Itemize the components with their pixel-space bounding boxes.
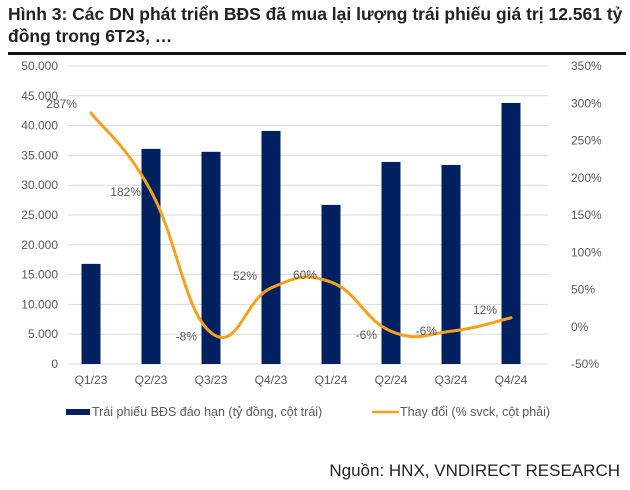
y-right-tick: 200% xyxy=(571,171,602,185)
legend-bar-label: Trái phiếu BĐS đáo hạn (tỷ đồng, cột trá… xyxy=(92,405,322,419)
y-right-tick: 0% xyxy=(571,320,589,334)
y-right-tick: 300% xyxy=(571,96,602,110)
y-right-tick: 250% xyxy=(571,134,602,148)
y-right-tick: 350% xyxy=(571,59,602,73)
bar-Q4-23 xyxy=(261,130,281,364)
x-tick: Q2/23 xyxy=(135,373,168,387)
x-tick: Q4/23 xyxy=(255,373,288,387)
title-divider xyxy=(8,52,626,55)
y-left-tick: 25.000 xyxy=(21,208,58,222)
y-left-tick: 20.000 xyxy=(21,238,58,252)
x-tick: Q2/24 xyxy=(375,373,408,387)
bar-Q3-24 xyxy=(441,164,461,364)
x-tick: Q3/24 xyxy=(435,373,468,387)
line-data-label: -6% xyxy=(356,328,378,342)
line-data-label: 60% xyxy=(293,268,317,282)
y-right-tick: 100% xyxy=(571,245,602,259)
bar-Q2-24 xyxy=(381,161,401,364)
x-tick: Q4/24 xyxy=(495,373,528,387)
y-left-tick: 40.000 xyxy=(21,119,58,133)
y-left-tick: 50.000 xyxy=(21,59,58,73)
x-tick: Q1/24 xyxy=(315,373,348,387)
bar-Q1-24 xyxy=(321,204,341,364)
x-tick: Q1/23 xyxy=(75,373,108,387)
y-right-tick: -50% xyxy=(571,357,599,371)
x-tick: Q3/23 xyxy=(195,373,228,387)
y-right-tick: 150% xyxy=(571,208,602,222)
y-left-tick: 35.000 xyxy=(21,148,58,162)
legend-line-label: Thay đổi (% svck, cột phải) xyxy=(400,405,550,419)
line-data-label: -6% xyxy=(416,324,438,338)
y-right-tick: 50% xyxy=(571,283,595,297)
source-note: Nguồn: HNX, VNDIRECT RESEARCH xyxy=(329,461,620,480)
chart-title: Hình 3: Các DN phát triển BĐS đã mua lại… xyxy=(8,4,623,46)
line-data-label: 287% xyxy=(46,97,77,111)
y-left-tick: 45.000 xyxy=(21,89,58,103)
y-left-tick: 0 xyxy=(51,357,58,371)
y-left-tick: 10.000 xyxy=(21,297,58,311)
bar-Q1-23 xyxy=(81,263,101,364)
y-left-tick: 30.000 xyxy=(21,178,58,192)
change-line xyxy=(89,111,513,339)
line-data-label: -8% xyxy=(176,330,198,344)
line-data-label: 182% xyxy=(110,185,141,199)
bar-Q4-24 xyxy=(501,102,521,365)
bar-Q3-23 xyxy=(201,151,221,364)
y-left-tick: 15.000 xyxy=(21,268,58,282)
line-data-label: 12% xyxy=(473,303,497,317)
legend-bar-swatch xyxy=(66,409,90,415)
line-data-label: 52% xyxy=(233,269,257,283)
y-left-tick: 5.000 xyxy=(28,327,58,341)
